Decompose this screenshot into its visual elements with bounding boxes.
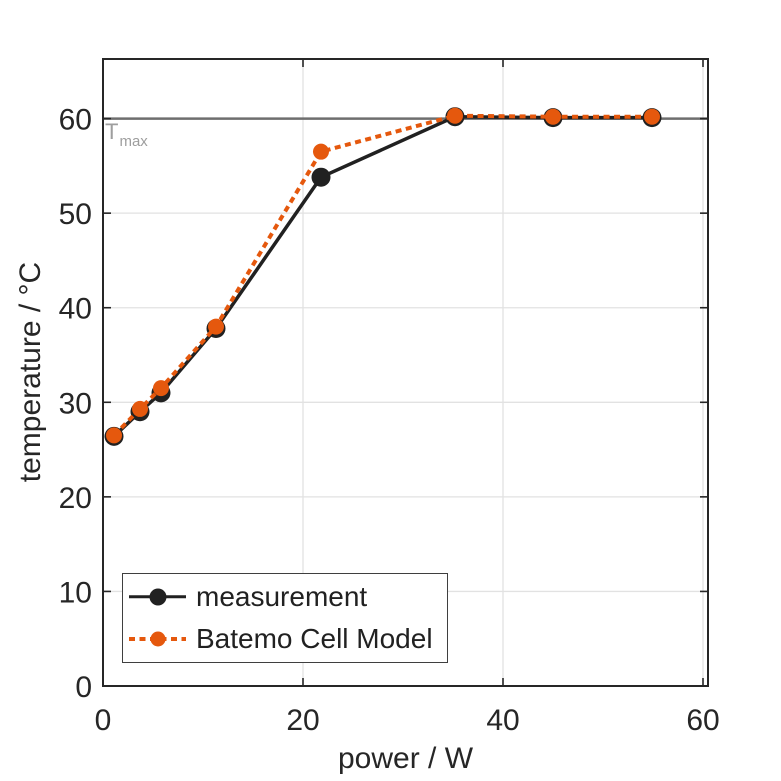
x-tick-label: 20 <box>286 704 319 737</box>
x-tick-label: 60 <box>686 704 719 737</box>
y-tick-label: 40 <box>59 293 92 326</box>
series-line-1 <box>112 113 652 437</box>
legend-label-model: Batemo Cell Model <box>196 623 433 655</box>
tmax-annotation-label: Tmax <box>105 119 148 150</box>
data-point-marker <box>132 400 148 417</box>
legend: measurement Batemo Cell Model <box>122 573 448 663</box>
data-point-marker <box>153 380 169 397</box>
y-tick-label: 0 <box>75 671 92 704</box>
model-line-sample-icon <box>129 630 186 648</box>
x-tick-label: 0 <box>95 704 112 737</box>
y-tick-label: 60 <box>59 104 92 137</box>
tmax-main: T <box>105 119 119 144</box>
data-point-marker <box>311 167 331 187</box>
data-point-marker <box>313 143 329 160</box>
data-point-marker <box>644 108 660 125</box>
circle-marker-icon <box>150 631 165 647</box>
data-point-marker <box>106 427 122 444</box>
y-axis-label: temperature / °C <box>14 261 47 483</box>
tmax-subscript: max <box>119 133 148 150</box>
series-line-0 <box>112 114 652 438</box>
measurement-line-sample-icon <box>129 588 186 606</box>
y-tick-label: 20 <box>59 482 92 515</box>
y-tick-label: 10 <box>59 576 92 609</box>
x-tick-label: 40 <box>486 704 519 737</box>
y-tick-label: 30 <box>59 387 92 420</box>
data-point-marker <box>208 318 224 335</box>
legend-entry-measurement: measurement <box>129 577 447 617</box>
x-axis-label: power / W <box>337 742 474 775</box>
legend-label-measurement: measurement <box>196 580 368 612</box>
data-point-marker <box>447 107 463 124</box>
plot-border <box>102 58 709 687</box>
circle-marker-icon <box>149 588 166 606</box>
y-tick-label: 50 <box>59 198 92 231</box>
legend-entry-model: Batemo Cell Model <box>129 619 447 659</box>
data-point-marker <box>545 108 561 125</box>
